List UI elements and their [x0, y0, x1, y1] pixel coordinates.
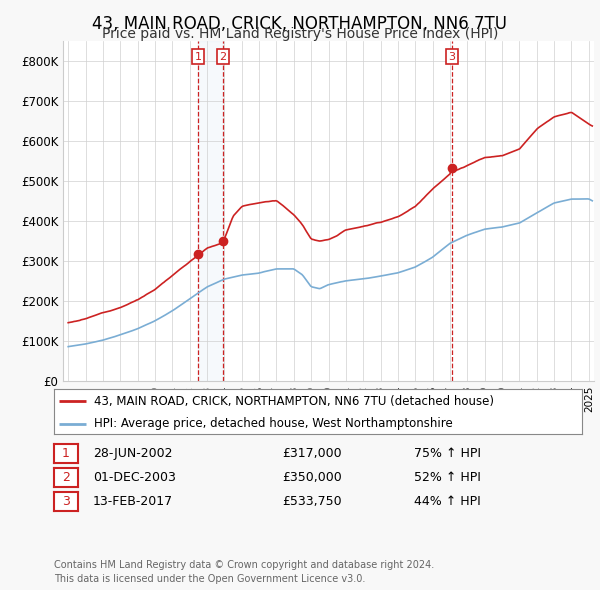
Text: 3: 3 [62, 495, 70, 508]
Text: 13-FEB-2017: 13-FEB-2017 [93, 495, 173, 508]
Text: Price paid vs. HM Land Registry's House Price Index (HPI): Price paid vs. HM Land Registry's House … [102, 27, 498, 41]
Text: 1: 1 [194, 51, 202, 61]
Text: £350,000: £350,000 [282, 471, 342, 484]
Text: 1: 1 [62, 447, 70, 460]
Text: 52% ↑ HPI: 52% ↑ HPI [414, 471, 481, 484]
Text: 43, MAIN ROAD, CRICK, NORTHAMPTON, NN6 7TU: 43, MAIN ROAD, CRICK, NORTHAMPTON, NN6 7… [92, 15, 508, 33]
Text: 43, MAIN ROAD, CRICK, NORTHAMPTON, NN6 7TU (detached house): 43, MAIN ROAD, CRICK, NORTHAMPTON, NN6 7… [94, 395, 494, 408]
Text: 3: 3 [449, 51, 455, 61]
Text: 44% ↑ HPI: 44% ↑ HPI [414, 495, 481, 508]
Text: 2: 2 [62, 471, 70, 484]
Bar [198, 41, 223, 381]
Text: £533,750: £533,750 [282, 495, 341, 508]
Text: 75% ↑ HPI: 75% ↑ HPI [414, 447, 481, 460]
Text: 01-DEC-2003: 01-DEC-2003 [93, 471, 176, 484]
Text: 28-JUN-2002: 28-JUN-2002 [93, 447, 173, 460]
Text: 2: 2 [220, 51, 227, 61]
Text: Contains HM Land Registry data © Crown copyright and database right 2024.
This d: Contains HM Land Registry data © Crown c… [54, 560, 434, 584]
Text: £317,000: £317,000 [282, 447, 341, 460]
Text: HPI: Average price, detached house, West Northamptonshire: HPI: Average price, detached house, West… [94, 417, 452, 431]
